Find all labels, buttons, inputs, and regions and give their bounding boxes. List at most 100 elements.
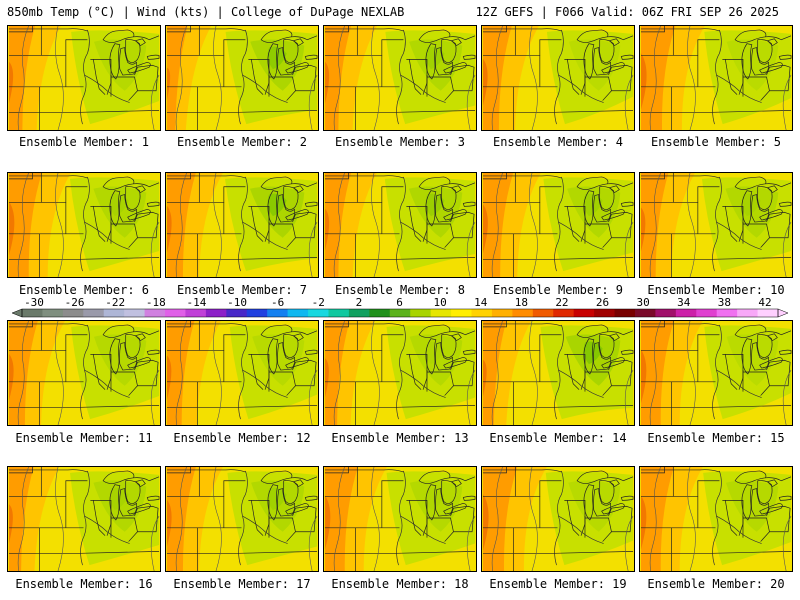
colorbar-swatch: [634, 309, 656, 317]
colorbar-swatch: [430, 309, 452, 317]
ensemble-member-label: Ensemble Member: 15: [647, 431, 785, 445]
colorbar-tick-label: 26: [596, 296, 609, 309]
ensemble-member-label: Ensemble Member: 5: [650, 135, 782, 149]
colorbar-swatch: [553, 309, 575, 317]
colorbar-swatch: [144, 309, 166, 317]
ensemble-map-18: [323, 466, 477, 572]
colorbar-swatch: [246, 309, 268, 317]
colorbar-swatch: [532, 309, 554, 317]
ensemble-member-label: Ensemble Member: 9: [492, 283, 624, 297]
colorbar-swatch: [573, 309, 595, 317]
colorbar-swatch: [757, 309, 779, 317]
colorbar-tick-label: -26: [65, 296, 85, 309]
ensemble-member-label: Ensemble Member: 17: [173, 577, 311, 591]
colorbar-swatch: [124, 309, 146, 317]
ensemble-map-19: [481, 466, 635, 572]
colorbar-swatch: [512, 309, 534, 317]
ensemble-map-17: [165, 466, 319, 572]
colorbar-swatch: [226, 309, 248, 317]
colorbar-swatch: [410, 309, 432, 317]
ensemble-map-8: [323, 172, 477, 278]
colorbar-swatch: [42, 309, 64, 317]
ensemble-member-label: Ensemble Member: 4: [492, 135, 624, 149]
ensemble-member-label: Ensemble Member: 12: [173, 431, 311, 445]
ensemble-member-label: Ensemble Member: 8: [334, 283, 466, 297]
colorbar-tick-label: -6: [271, 296, 284, 309]
colorbar-swatch: [62, 309, 84, 317]
colorbar-swatch: [308, 309, 329, 317]
ensemble-map-10: [639, 172, 793, 278]
ensemble-member-label: Ensemble Member: 2: [176, 135, 308, 149]
colorbar-swatch: [716, 309, 738, 317]
colorbar-swatch: [369, 309, 391, 317]
ensemble-map-12: [165, 320, 319, 426]
ensemble-map-6: [7, 172, 161, 278]
ensemble-map-14: [481, 320, 635, 426]
colorbar-tick-label: -22: [105, 296, 125, 309]
ensemble-map-2: [165, 25, 319, 131]
ensemble-member-label: Ensemble Member: 14: [489, 431, 627, 445]
ensemble-map-11: [7, 320, 161, 426]
ensemble-map-15: [639, 320, 793, 426]
ensemble-member-label: Ensemble Member: 6: [18, 283, 150, 297]
ensemble-member-label: Ensemble Member: 11: [15, 431, 153, 445]
run-valid-time: 12Z GEFS | F066 Valid: 06Z FRI SEP 26 20…: [475, 5, 779, 19]
temperature-colorbar: -30 -26 -22 -18 -14 -10 -6 -2 2 6 10 14 18 22 26 30 34 38…: [11, 296, 789, 318]
colorbar-tick-label: 6: [396, 296, 403, 309]
colorbar-tick-label: 10: [433, 296, 446, 309]
colorbar-swatch: [594, 309, 616, 317]
colorbar-tick-label: -10: [227, 296, 247, 309]
colorbar-low-arrow: [11, 308, 23, 318]
colorbar-swatch: [22, 309, 43, 317]
ensemble-map-1: [7, 25, 161, 131]
ensemble-map-9: [481, 172, 635, 278]
colorbar-swatch: [491, 309, 513, 317]
colorbar-swatch: [165, 309, 186, 317]
ensemble-map-16: [7, 466, 161, 572]
colorbar-swatch: [655, 309, 677, 317]
colorbar-swatch: [287, 309, 309, 317]
ensemble-map-13: [323, 320, 477, 426]
colorbar-swatch: [83, 309, 105, 317]
colorbar-tick-label: 22: [555, 296, 568, 309]
colorbar-tick-label: -30: [24, 296, 44, 309]
colorbar-tick-label: 42: [758, 296, 771, 309]
ensemble-member-label: Ensemble Member: 16: [15, 577, 153, 591]
chart-title: 850mb Temp (°C) | Wind (kts) | College o…: [7, 5, 405, 19]
ensemble-member-label: Ensemble Member: 7: [176, 283, 308, 297]
colorbar-tick-label: 14: [474, 296, 488, 309]
ensemble-member-label: Ensemble Member: 13: [331, 431, 469, 445]
colorbar-swatch: [675, 309, 697, 317]
ensemble-member-label: Ensemble Member: 19: [489, 577, 627, 591]
colorbar-tick-label: -18: [146, 296, 166, 309]
ensemble-member-label: Ensemble Member: 20: [647, 577, 785, 591]
ensemble-member-label: Ensemble Member: 10: [647, 283, 785, 297]
colorbar-swatch: [185, 309, 207, 317]
colorbar-swatch: [451, 309, 473, 317]
colorbar-tick-label: -14: [187, 296, 207, 309]
ensemble-map-7: [165, 172, 319, 278]
colorbar-swatch: [348, 309, 370, 317]
colorbar-tick-label: 34: [677, 296, 691, 309]
colorbar-tick-label: 18: [515, 296, 528, 309]
colorbar-tick-label: 30: [637, 296, 650, 309]
ensemble-member-label: Ensemble Member: 18: [331, 577, 469, 591]
colorbar-swatch: [389, 309, 411, 317]
ensemble-member-label: Ensemble Member: 1: [18, 135, 150, 149]
ensemble-member-label: Ensemble Member: 3: [334, 135, 466, 149]
colorbar-high-arrow: [777, 308, 789, 318]
ensemble-map-5: [639, 25, 793, 131]
colorbar-swatch: [205, 309, 227, 317]
colorbar-tick-label: -2: [312, 296, 325, 309]
colorbar-swatch: [103, 309, 125, 317]
colorbar-swatch: [328, 309, 350, 317]
colorbar-swatch: [737, 309, 759, 317]
colorbar-swatch: [471, 309, 493, 317]
colorbar-tick-label: 2: [356, 296, 363, 309]
ensemble-map-20: [639, 466, 793, 572]
ensemble-map-4: [481, 25, 635, 131]
ensemble-map-3: [323, 25, 477, 131]
colorbar-tick-label: 38: [718, 296, 731, 309]
colorbar-swatch: [614, 309, 636, 317]
colorbar-swatch: [267, 309, 289, 317]
